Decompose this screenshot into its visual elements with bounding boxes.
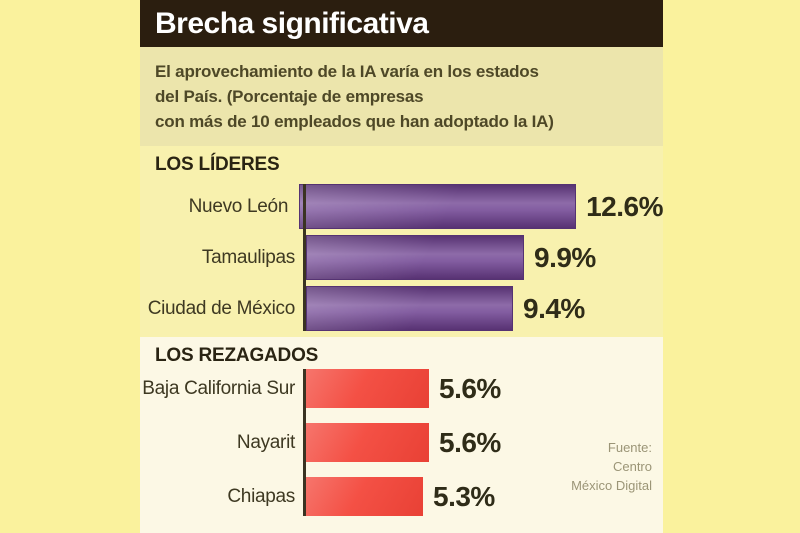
section-laggards: LOS REZAGADOS Baja California Sur 5.6% Nay… [140,337,663,533]
axis-line [303,184,306,331]
data-bar [306,477,423,516]
chart-row: Baja California Sur 5.6% [140,369,663,408]
leaders-bar-group: Nuevo León 12.6% Tamaulipas 9.9% Ciudad de M… [140,184,663,331]
source-line-3: México Digital [571,478,652,493]
value-label: 5.3% [433,480,495,512]
chart-row: Nuevo León 12.6% [140,184,663,229]
data-bar [306,286,513,331]
state-label: Tamaulipas [201,246,295,268]
value-label: 12.6% [586,190,663,222]
source-note: Fuente: Centro México Digital [480,438,652,495]
value-label: 5.6% [439,426,501,458]
state-label: Nayarit [236,431,295,453]
source-line-1: Fuente: [607,440,652,455]
laggards-bar-group: Baja California Sur 5.6% Nayarit 5.6% Chiapa… [140,369,663,516]
value-label: 9.9% [534,241,596,273]
section-leaders: LOS LÍDERES Nuevo León 12.6% Tamaulipas 9.9… [140,146,663,337]
chart-row: Nayarit 5.6% [140,423,663,462]
subtitle-line-1: El aprovechamiento de la IA varía en los… [155,62,539,81]
data-bar [299,184,577,229]
state-label: Nuevo León [188,195,289,217]
source-line-2: Centro [612,459,652,474]
state-label: Chiapas [227,485,295,507]
subtitle-line-3: con más de 10 empleados que han adoptado… [155,112,554,131]
subtitle-line-2: del País. (Porcentaje de empresas [155,87,424,106]
value-label: 5.6% [439,372,501,404]
state-label: Ciudad de México [147,297,296,319]
data-bar [306,423,429,462]
section-heading-laggards: LOS REZAGADOS [155,345,319,366]
section-heading-leaders: LOS LÍDERES [155,154,280,175]
data-bar [306,235,524,280]
state-label: Baja California Sur [142,377,295,399]
chart-row: Ciudad de México 9.4% [140,286,663,331]
chart-subtitle: El aprovechamiento de la IA varía en los… [140,47,663,146]
title-bar: Brecha significativa [140,0,663,47]
value-label: 9.4% [523,292,585,324]
chart-row: Tamaulipas 9.9% [140,235,663,280]
data-bar [306,369,429,408]
chart-row: Chiapas 5.3% [140,477,663,516]
axis-line [303,369,306,516]
page-title: Brecha significativa [155,6,429,40]
